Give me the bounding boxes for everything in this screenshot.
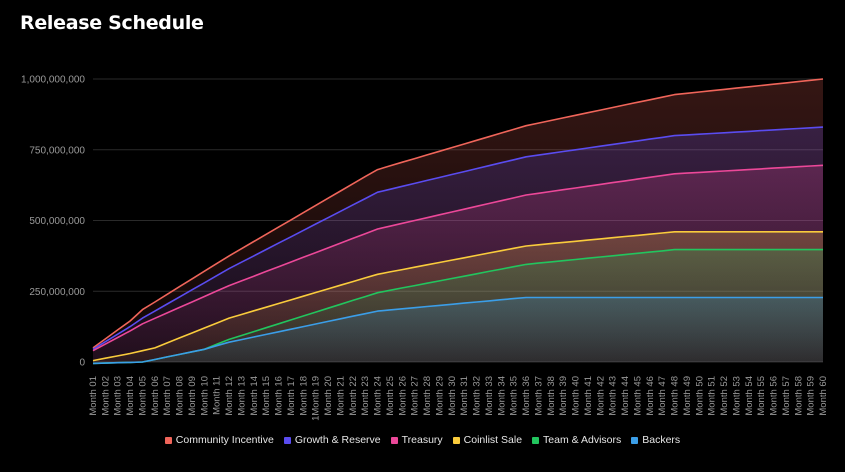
legend-item[interactable]: Community Incentive bbox=[164, 434, 274, 446]
x-tick-label: Month 09 bbox=[187, 376, 198, 416]
x-tick-label: Month 44 bbox=[620, 376, 631, 416]
series-line-community-incentive[interactable] bbox=[92, 78, 824, 349]
x-tick-label: Month 51 bbox=[707, 376, 718, 416]
legend-label: Treasury bbox=[401, 434, 443, 446]
x-tick-label: Month 48 bbox=[670, 376, 681, 416]
x-tick-label: Month 12 bbox=[224, 376, 235, 416]
x-tick-label: Month 11 bbox=[212, 376, 223, 415]
x-tick-label: Month 50 bbox=[694, 376, 705, 416]
x-tick-label: Month 32 bbox=[472, 376, 483, 416]
x-tick-label: Month 13 bbox=[236, 376, 247, 416]
x-tick-label: Month 01 bbox=[88, 376, 99, 416]
chart-legend: Community Incentive Growth & Reserve Treas… bbox=[0, 434, 845, 446]
y-tick-label: 250,000,000 bbox=[29, 287, 85, 298]
x-tick-label: Month 27 bbox=[410, 376, 421, 416]
legend-item[interactable]: Backers bbox=[631, 434, 680, 446]
x-tick-label: Month 45 bbox=[632, 376, 643, 416]
y-tick-label: 500,000,000 bbox=[29, 216, 85, 227]
x-tick-label: Month 35 bbox=[509, 376, 520, 416]
x-tick-label: Month 46 bbox=[645, 376, 656, 416]
legend-label: Backers bbox=[642, 434, 681, 446]
x-tick-label: Month 40 bbox=[571, 376, 582, 416]
series-line-backers[interactable] bbox=[92, 296, 823, 365]
x-tick-label: Month 60 bbox=[818, 376, 829, 416]
series-line-team-advisors[interactable] bbox=[92, 248, 823, 365]
x-tick-label: Month 08 bbox=[175, 376, 186, 416]
x-tick-label: Month 41 bbox=[583, 376, 594, 416]
x-tick-label: Month 06 bbox=[150, 376, 161, 416]
y-tick-label: 0 bbox=[79, 358, 85, 369]
series-line-growth-reserve[interactable] bbox=[92, 126, 824, 350]
x-tick-label: Month 34 bbox=[496, 376, 507, 416]
x-axis-ticks: Month 01 Month 02 Month 03 Month 04 Month 05… bbox=[88, 376, 829, 421]
legend-swatch bbox=[532, 436, 540, 444]
legend-swatch bbox=[164, 436, 172, 444]
legend-label: Coinlist Sale bbox=[463, 434, 523, 446]
line-layer bbox=[92, 78, 824, 365]
x-tick-label: Month 23 bbox=[360, 376, 371, 416]
x-tick-label: Month 59 bbox=[806, 376, 817, 416]
x-tick-label: Month 15 bbox=[261, 376, 272, 416]
legend-label: Team & Advisors bbox=[543, 434, 622, 446]
x-tick-label: Month 18 bbox=[298, 376, 309, 416]
x-tick-label: Month 28 bbox=[422, 376, 433, 416]
legend-label: Community Incentive bbox=[175, 434, 274, 446]
legend-swatch bbox=[390, 436, 398, 444]
legend-item[interactable]: Treasury bbox=[390, 434, 443, 446]
legend-item[interactable]: Growth & Reserve bbox=[283, 434, 381, 446]
x-tick-label: Month 36 bbox=[521, 376, 532, 416]
x-tick-label: Month 31 bbox=[459, 376, 470, 416]
area-backers bbox=[93, 297, 823, 364]
x-tick-label: Month 56 bbox=[769, 376, 780, 416]
x-tick-label: Month 03 bbox=[113, 376, 124, 416]
x-tick-label: Month 05 bbox=[137, 376, 148, 416]
legend-item[interactable]: Coinlist Sale bbox=[452, 434, 523, 446]
x-tick-label: Month 26 bbox=[397, 376, 408, 416]
x-tick-label: Month 29 bbox=[434, 376, 445, 416]
x-tick-label: Month 14 bbox=[249, 376, 260, 416]
area-layer bbox=[93, 79, 823, 364]
x-tick-label: Month 43 bbox=[608, 376, 619, 416]
x-tick-label: Month 02 bbox=[100, 376, 111, 416]
y-axis-ticks: 0 250,000,000 500,000,000 750,000,000 1,000,… bbox=[21, 75, 85, 369]
legend-item[interactable]: Team & Advisors bbox=[532, 434, 621, 446]
y-tick-label: 1,000,000,000 bbox=[21, 75, 85, 86]
x-tick-label: Month 07 bbox=[162, 376, 173, 416]
x-tick-label: Month 10 bbox=[199, 376, 210, 416]
x-tick-label: Month 38 bbox=[546, 376, 557, 416]
x-tick-label: Month 22 bbox=[348, 376, 359, 416]
series-line-coinlist-sale[interactable] bbox=[92, 231, 823, 362]
x-tick-label: Month 47 bbox=[657, 376, 668, 416]
x-tick-label: Month 58 bbox=[793, 376, 804, 416]
x-tick-label: Month 37 bbox=[533, 376, 544, 416]
x-tick-label: Month 30 bbox=[447, 376, 458, 416]
x-tick-label: Month 25 bbox=[385, 376, 396, 416]
x-tick-label: Month 42 bbox=[595, 376, 606, 416]
legend-swatch bbox=[452, 436, 460, 444]
x-tick-label: Month 24 bbox=[373, 376, 384, 416]
x-tick-label: Month 52 bbox=[719, 376, 730, 416]
x-tick-label: Month 16 bbox=[274, 376, 285, 416]
x-tick-label: Month 53 bbox=[731, 376, 742, 416]
legend-swatch bbox=[283, 436, 291, 444]
chart-title: Release Schedule bbox=[20, 12, 204, 34]
x-tick-label: Month 33 bbox=[484, 376, 495, 416]
x-tick-label: Month 39 bbox=[558, 376, 569, 416]
x-tick-label: Month 20 bbox=[323, 376, 334, 416]
series-line-treasury[interactable] bbox=[92, 164, 824, 352]
x-tick-label: Month 04 bbox=[125, 376, 136, 416]
x-tick-label: 1Month 19 bbox=[311, 376, 322, 421]
x-tick-label: Month 57 bbox=[781, 376, 792, 416]
x-tick-label: Month 21 bbox=[335, 376, 346, 416]
legend-swatch bbox=[631, 436, 639, 444]
y-tick-label: 750,000,000 bbox=[29, 145, 85, 156]
x-tick-label: Month 54 bbox=[744, 376, 755, 416]
x-tick-label: Month 49 bbox=[682, 376, 693, 416]
x-tick-label: Month 17 bbox=[286, 376, 297, 416]
x-tick-label: Month 55 bbox=[756, 376, 767, 416]
legend-label: Growth & Reserve bbox=[294, 434, 381, 446]
release-schedule-chart: 0 250,000,000 500,000,000 750,000,000 1,000,… bbox=[21, 75, 829, 421]
